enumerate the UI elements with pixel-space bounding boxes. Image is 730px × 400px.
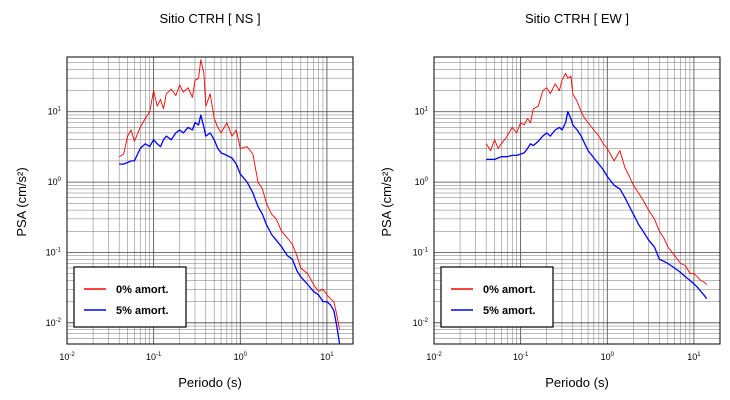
series-line-0 [485, 73, 707, 285]
x-tick-label: 10-2 [59, 352, 75, 362]
x-tick-label: 100 [601, 352, 615, 362]
legend-label-1: 5% amort. [116, 305, 169, 317]
y-tick-label: 10-2 [413, 318, 429, 328]
y-tick-label: 10-2 [46, 318, 62, 328]
y-tick-label: 100 [48, 177, 62, 187]
chart-ew: Sitio CTRH [ EW ] 10-2 10-1 100 101 10-2 10-1… [379, 11, 721, 390]
x-axis-label: Periodo (s) [545, 375, 609, 390]
chart-title: Sitio CTRH [ NS ] [159, 11, 260, 26]
chart-ns: Sitio CTRH [ NS ] 10-2 10-1 100 101 10-2 10-1… [14, 11, 354, 390]
x-tick-label: 10-2 [426, 352, 442, 362]
chart-title: Sitio CTRH [ EW ] [525, 11, 629, 26]
y-tick-label: 101 [48, 107, 62, 117]
series-line-0 [118, 59, 341, 330]
y-tick-label: 101 [415, 107, 429, 117]
tick-labels: 10-2 10-1 100 101 10-2 10-1 100 101 [413, 107, 702, 362]
legend: 0% amort. 5% amort. [440, 266, 554, 328]
legend-label-1: 5% amort. [483, 305, 536, 317]
legend-box [440, 266, 554, 328]
x-tick-label: 100 [234, 352, 248, 362]
legend-label-0: 0% amort. [116, 284, 169, 296]
tick-labels: 10-2 10-1 100 101 10-2 10-1 100 101 [46, 107, 335, 362]
y-axis-label: PSA (cm/s²) [14, 167, 29, 236]
plot-frame [433, 56, 721, 345]
x-tick-label: 101 [320, 352, 334, 362]
series-layer [118, 59, 341, 345]
y-axis-label: PSA (cm/s²) [379, 167, 394, 236]
legend-box [73, 266, 187, 328]
series-layer [485, 73, 708, 300]
y-tick-label: 100 [415, 177, 429, 187]
series-line-1 [486, 111, 708, 300]
plot-frame [66, 56, 354, 345]
x-tick-label: 10-1 [513, 352, 529, 362]
x-axis-label: Periodo (s) [178, 375, 242, 390]
legend-label-0: 0% amort. [483, 284, 536, 296]
x-tick-label: 101 [687, 352, 701, 362]
y-tick-label: 10-1 [46, 247, 62, 257]
y-tick-label: 10-1 [413, 247, 429, 257]
grid [66, 56, 354, 345]
legend: 0% amort. 5% amort. [73, 266, 187, 328]
x-tick-label: 10-1 [146, 352, 162, 362]
series-line-1 [119, 114, 341, 345]
